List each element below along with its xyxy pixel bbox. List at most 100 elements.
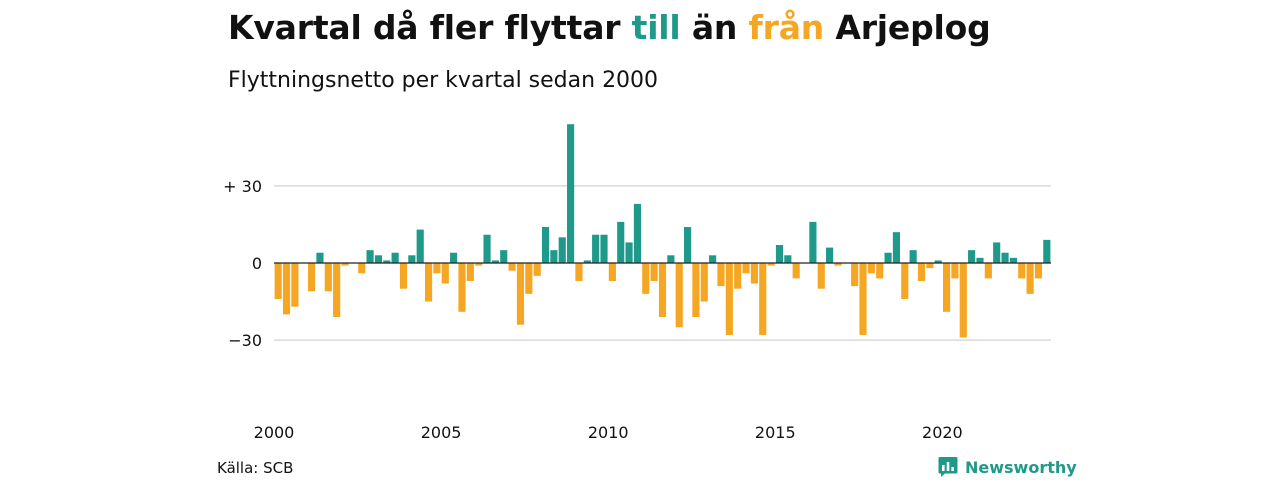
bar <box>809 221 817 263</box>
bar <box>550 250 558 263</box>
bar <box>541 227 550 263</box>
bar <box>775 245 784 263</box>
bar <box>692 263 700 317</box>
bar <box>642 263 650 294</box>
bar <box>717 263 725 287</box>
bar <box>625 242 633 263</box>
bar <box>725 263 733 335</box>
bar <box>558 237 566 263</box>
bar <box>424 263 433 302</box>
bar <box>683 227 692 263</box>
bar <box>450 252 458 263</box>
y-tick-label: −30 <box>228 331 262 350</box>
bar <box>366 250 374 263</box>
bar <box>491 260 499 263</box>
bar <box>1034 263 1043 279</box>
brand-logo: Newsworthy <box>938 456 1077 478</box>
bar <box>700 263 708 302</box>
bar <box>675 263 683 328</box>
bar <box>617 221 625 263</box>
bar <box>876 263 884 279</box>
bar <box>358 263 366 274</box>
bar <box>525 263 533 294</box>
y-tick-label: 0 <box>252 254 262 273</box>
bar <box>750 263 758 284</box>
bar <box>483 234 491 263</box>
bar <box>959 263 967 338</box>
bar <box>976 257 984 263</box>
bar <box>592 234 600 263</box>
bar <box>399 263 408 289</box>
bar <box>909 250 917 263</box>
bar <box>709 255 717 263</box>
bar <box>324 263 332 292</box>
bar <box>600 234 608 263</box>
bar <box>859 263 867 335</box>
bar <box>1009 257 1017 263</box>
bar <box>391 252 399 263</box>
chart-title: Kvartal då fler flyttar till än från Arj… <box>228 8 991 47</box>
bar <box>1001 252 1009 263</box>
bar <box>475 263 483 266</box>
bar <box>658 263 667 317</box>
bar <box>892 232 901 263</box>
newsworthy-logo-icon <box>938 457 958 477</box>
x-tick-label: 2005 <box>421 423 462 442</box>
x-tick-label: 2020 <box>922 423 963 442</box>
bar <box>333 263 341 317</box>
bar <box>901 263 909 299</box>
title-highlight-fran: från <box>748 8 825 47</box>
title-part-3: Arjeplog <box>824 8 991 47</box>
bar <box>282 263 291 315</box>
bar <box>433 263 441 274</box>
x-axis-ticks: 2000 2005 2010 2015 2020 <box>254 423 963 442</box>
bar <box>441 263 449 284</box>
bar <box>834 263 842 266</box>
bar <box>516 263 525 325</box>
bar <box>408 255 416 263</box>
bar <box>867 263 875 274</box>
chart-subtitle: Flyttningsnetto per kvartal sedan 2000 <box>228 68 659 93</box>
bar <box>650 263 658 281</box>
bar <box>926 263 934 269</box>
bar <box>851 263 859 287</box>
bar <box>817 263 825 289</box>
gridlines <box>274 185 1051 341</box>
bar <box>508 263 516 271</box>
bar <box>633 203 642 263</box>
bar <box>942 263 951 312</box>
bar <box>826 247 834 263</box>
bar <box>884 252 892 263</box>
source-note: Källa: SCB <box>217 459 294 477</box>
title-part-1: Kvartal då fler flyttar <box>228 8 632 47</box>
bar <box>968 250 976 263</box>
bar <box>792 263 800 279</box>
bars <box>274 124 1051 338</box>
bar <box>917 263 926 281</box>
x-tick-label: 2015 <box>755 423 796 442</box>
bar <box>934 260 942 263</box>
bar <box>458 263 466 312</box>
bar <box>291 263 299 307</box>
bar <box>1026 263 1034 294</box>
bar <box>316 252 324 263</box>
brand-name: Newsworthy <box>965 457 1077 477</box>
bar <box>667 255 675 263</box>
bar <box>567 124 575 263</box>
bar <box>583 260 591 263</box>
bar <box>416 229 424 263</box>
bar <box>341 263 349 266</box>
bar <box>608 263 616 281</box>
bar <box>274 263 282 299</box>
bar <box>951 263 959 279</box>
title-part-2: än <box>680 8 749 47</box>
bar <box>466 263 474 281</box>
bar <box>734 263 742 289</box>
x-tick-label: 2010 <box>588 423 629 442</box>
bar <box>308 263 316 292</box>
bar <box>993 242 1001 263</box>
title-highlight-till: till <box>631 8 681 47</box>
bar <box>984 263 992 279</box>
bar <box>784 255 792 263</box>
